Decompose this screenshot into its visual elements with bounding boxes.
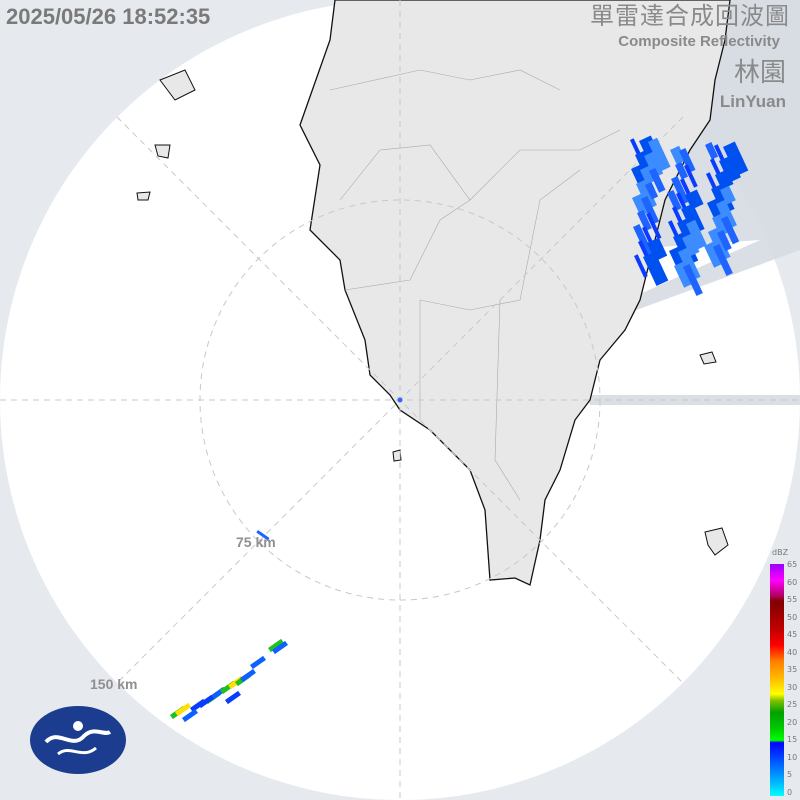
echo-cell [680,178,691,195]
echo-cell [716,230,732,252]
echo-cell [647,137,671,172]
echo-cell [667,190,682,212]
echo-cell [686,219,707,250]
dbz-legend: dBZ 65 60 55 50 45 40 35 30 25 20 15 10 5 0 [768,548,800,800]
legend-tick: 60 [787,577,798,587]
echo-cell [641,196,660,225]
legend-tick: 0 [787,787,793,797]
radar-site-en: LinYuan [719,92,786,111]
echo-cell [675,162,689,180]
legend-tick: 5 [787,770,793,779]
legend-tick: 10 [787,752,798,762]
echo-cell [720,185,736,205]
legend-tick: 40 [787,647,798,657]
legend-tick: 15 [787,735,798,744]
echo-cell [197,694,214,709]
echo-cell [704,142,719,160]
echo-cell [640,165,656,185]
echo-cell [645,182,659,200]
echo-cell [646,212,662,240]
product-title-zh: 單雷達合成回波圖 [590,2,790,30]
echo-cell [710,183,735,215]
echo-cell [681,233,700,257]
legend-unit: dBZ [772,548,789,557]
echo-cell [267,638,284,653]
echo-cell [679,148,696,173]
radar-echoes [169,135,749,723]
echo-cell [636,210,652,232]
echo-cell [174,702,191,717]
logo [30,706,126,774]
echo-cell [703,241,724,268]
legend-tick: 35 [787,665,798,674]
echo-cell [649,168,666,193]
echo-cell [669,145,686,165]
echo-cell [634,254,648,278]
echo-cell [674,261,694,288]
legend-tick: 50 [787,612,798,622]
legend-tick: 25 [787,700,798,709]
legend-colorbar [770,564,784,796]
echo-cell [272,640,288,655]
echo-cell [647,237,668,262]
echo-cell [713,244,733,277]
echo-cell [633,224,653,257]
legend-tick: 20 [787,717,798,727]
product-title-en: Composite Reflectivity [618,33,780,50]
echo-cell [711,213,730,237]
echo-cell [721,216,740,245]
echo-cell [716,199,737,230]
timestamp: 2025/05/26 18:52:35 [6,4,211,29]
legend-tick: 45 [787,630,798,639]
range-label-75: 75 km [236,534,276,550]
echo-cell [719,155,741,183]
range-label-150: 150 km [90,676,138,692]
echo-cell [671,176,690,205]
legend-tick: 30 [787,682,798,692]
echo-cell [682,264,703,297]
echo-cell [631,193,650,217]
radar-site-marker [397,397,403,403]
echo-cell [182,708,198,723]
radar-site-zh: 林園 [733,58,786,88]
echo-cell [256,530,270,541]
echo-cell [225,690,241,705]
echo-cell [684,164,698,188]
echo-cell [636,179,657,210]
legend-tick: 55 [787,595,798,604]
echo-cell [680,203,705,235]
echo-cell [685,189,704,210]
islands [136,69,729,556]
echo-cell [644,151,664,178]
county-boundaries [329,69,621,501]
echo-cell [630,138,641,155]
legend-tick: 65 [787,560,798,569]
echo-cell [723,141,749,177]
echo-cell [710,158,721,175]
echo-cell [643,251,669,287]
echo-cell [239,668,256,683]
echo-cell [250,655,266,670]
